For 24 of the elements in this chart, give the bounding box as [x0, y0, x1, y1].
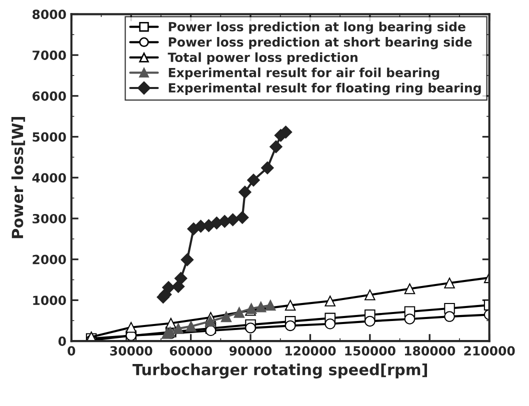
- legend-label: Experimental result for air foil bearing: [168, 68, 440, 80]
- y-tick-label: 0: [58, 336, 66, 346]
- legend-label: Total power loss prediction: [168, 52, 358, 64]
- y-tick-label: 2000: [32, 254, 66, 264]
- x-axis-title: Turbocharger rotating speed[rpm]: [132, 364, 427, 378]
- y-axis-title: Power loss[W]: [11, 117, 26, 238]
- x-tick-label: 0: [68, 346, 76, 356]
- y-tick-label: 5000: [32, 132, 66, 142]
- legend-label: Power loss prediction at short bearing side: [168, 37, 472, 50]
- y-tick-label: 3000: [32, 214, 66, 224]
- y-tick-label: 4000: [32, 173, 66, 183]
- x-tick-label: 180000: [404, 346, 456, 356]
- legend-label: Power loss prediction at long bearing side: [168, 22, 466, 34]
- y-tick-label: 7000: [32, 50, 66, 60]
- x-tick-label: 210000: [464, 346, 515, 356]
- x-tick-label: 90000: [229, 346, 272, 356]
- legend-label: Experimental result for floating ring bearing: [168, 82, 481, 96]
- x-tick-label: 30000: [110, 346, 152, 356]
- x-tick-label: 150000: [345, 346, 396, 356]
- x-tick-label: 120000: [286, 346, 336, 356]
- y-tick-label: 6000: [32, 91, 66, 101]
- x-tick-label: 60000: [170, 346, 212, 356]
- y-tick-label: 1000: [33, 296, 66, 306]
- y-tick-label: 8000: [32, 10, 66, 20]
